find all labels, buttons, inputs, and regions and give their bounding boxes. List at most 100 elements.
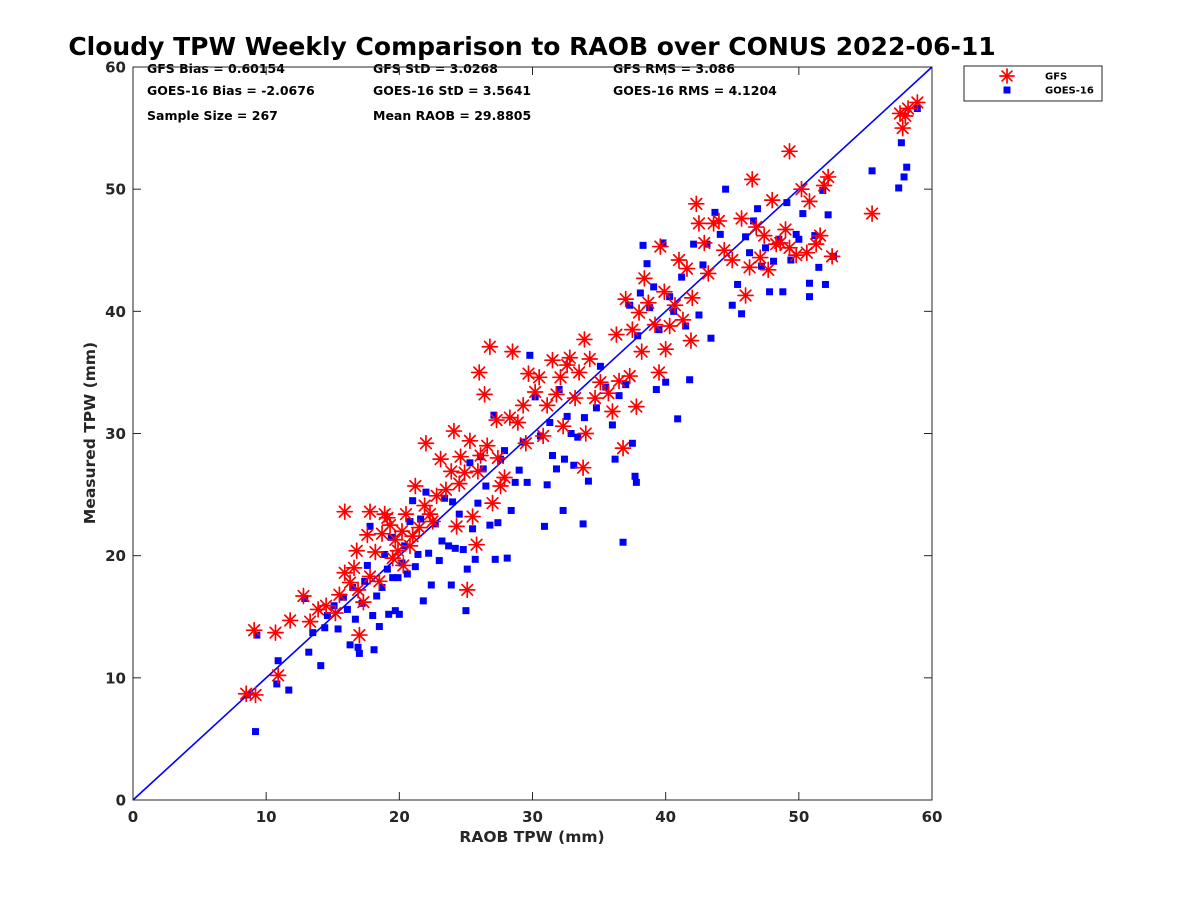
data-point-goes16 [490, 411, 498, 419]
data-point-gfs [544, 351, 561, 369]
data-point-goes16 [560, 455, 568, 463]
data-point-goes16 [670, 307, 678, 315]
stat-text: Sample Size = 267 [147, 108, 278, 123]
data-point-gfs [417, 434, 435, 452]
data-point-goes16 [559, 506, 567, 514]
data-point-gfs [759, 261, 777, 279]
data-point-gfs [737, 287, 754, 304]
data-point-goes16 [515, 466, 523, 474]
data-point-gfs [406, 477, 424, 495]
data-point-goes16 [619, 538, 627, 546]
data-point-goes16 [438, 537, 446, 545]
y-tick-label: 0 [116, 792, 126, 810]
data-point-gfs [630, 304, 648, 321]
data-point-goes16 [738, 310, 746, 318]
data-point-goes16 [494, 519, 502, 527]
series-gfs [237, 94, 926, 704]
data-point-gfs [801, 193, 818, 210]
data-point-gfs [476, 386, 493, 403]
x-axis-label: RAOB TPW (mm) [459, 828, 604, 846]
data-point-goes16 [652, 386, 660, 394]
data-point-goes16 [646, 304, 654, 312]
data-point-gfs [576, 331, 593, 348]
data-point-goes16 [805, 279, 813, 287]
data-point-goes16 [305, 648, 313, 656]
data-point-gfs [592, 373, 609, 391]
data-point-gfs [424, 513, 441, 530]
data-point-goes16 [274, 657, 282, 665]
data-point-goes16 [824, 211, 832, 219]
data-point-goes16 [355, 649, 363, 657]
data-point-gfs [577, 425, 595, 442]
legend-item-goes-16: GOES-16 [1003, 86, 1094, 97]
data-point-goes16 [711, 208, 719, 216]
x-tick-label: 10 [256, 808, 277, 826]
data-point-goes16 [354, 643, 362, 651]
data-point-gfs [661, 317, 679, 335]
data-point-gfs [651, 238, 669, 255]
data-point-gfs [397, 505, 415, 523]
data-point-goes16 [716, 230, 724, 238]
data-point-goes16 [552, 465, 560, 473]
data-point-goes16 [471, 555, 479, 563]
data-point-goes16 [403, 570, 411, 578]
data-point-gfs [699, 265, 717, 282]
y-tick-label: 20 [105, 547, 126, 565]
data-point-goes16 [395, 610, 403, 618]
data-point-goes16 [895, 184, 903, 192]
data-point-gfs [317, 597, 335, 615]
data-point-gfs [781, 142, 798, 160]
data-point-gfs [267, 624, 284, 641]
data-point-goes16 [253, 631, 261, 639]
data-point-gfs [345, 559, 363, 577]
data-point-gfs [823, 248, 841, 265]
data-point-goes16 [758, 262, 766, 270]
data-point-goes16 [815, 263, 823, 271]
data-point-gfs [723, 251, 741, 269]
data-point-gfs [478, 437, 496, 455]
data-point-goes16 [391, 607, 399, 615]
data-point-gfs [909, 94, 926, 111]
data-point-gfs [456, 464, 473, 481]
data-point-gfs [331, 586, 348, 604]
x-tick-label: 60 [922, 808, 943, 826]
data-point-goes16 [636, 289, 644, 297]
x-tick-label: 50 [788, 808, 809, 826]
data-point-goes16 [387, 533, 395, 541]
data-point-goes16 [425, 549, 433, 557]
data-point-goes16 [746, 249, 754, 257]
data-point-gfs [416, 497, 433, 514]
data-point-gfs [741, 259, 758, 276]
data-point-goes16 [622, 381, 630, 389]
data-point-goes16 [339, 593, 347, 601]
data-point-gfs [650, 364, 668, 381]
data-point-gfs [640, 294, 657, 312]
data-point-gfs [548, 386, 565, 403]
data-point-gfs [715, 241, 733, 259]
data-point-goes16 [775, 235, 783, 243]
data-point-goes16 [449, 498, 457, 506]
data-point-gfs [863, 205, 881, 222]
data-point-gfs [755, 227, 773, 244]
data-point-goes16 [783, 199, 791, 207]
x-tick-label: 40 [655, 808, 676, 826]
data-point-gfs [666, 296, 684, 314]
data-point-goes16 [792, 230, 800, 238]
data-point-goes16 [366, 522, 374, 530]
data-point-goes16 [695, 311, 703, 319]
data-point-goes16 [334, 625, 342, 633]
data-point-goes16 [750, 217, 758, 225]
y-tick-label: 10 [105, 669, 126, 687]
data-point-goes16 [503, 554, 511, 562]
data-point-goes16 [463, 565, 471, 573]
data-point-goes16 [650, 283, 658, 291]
data-point-goes16 [699, 261, 707, 269]
data-point-gfs [682, 332, 700, 350]
y-tick-label: 60 [105, 59, 126, 77]
plot-area: 0 10 20 30 40 50 60 0 10 20 30 40 50 60 [105, 59, 942, 827]
data-point-goes16 [351, 615, 359, 623]
data-point-gfs [386, 531, 404, 549]
stat-text: GFS StD = 3.0268 [373, 61, 498, 76]
data-point-goes16 [459, 546, 467, 554]
